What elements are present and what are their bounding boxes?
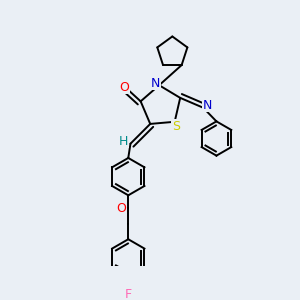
Text: H: H [119, 134, 129, 148]
Text: S: S [172, 120, 180, 133]
Text: N: N [151, 76, 160, 89]
Text: F: F [125, 288, 132, 300]
Text: O: O [119, 81, 129, 94]
Text: N: N [203, 99, 212, 112]
Text: O: O [117, 202, 127, 215]
